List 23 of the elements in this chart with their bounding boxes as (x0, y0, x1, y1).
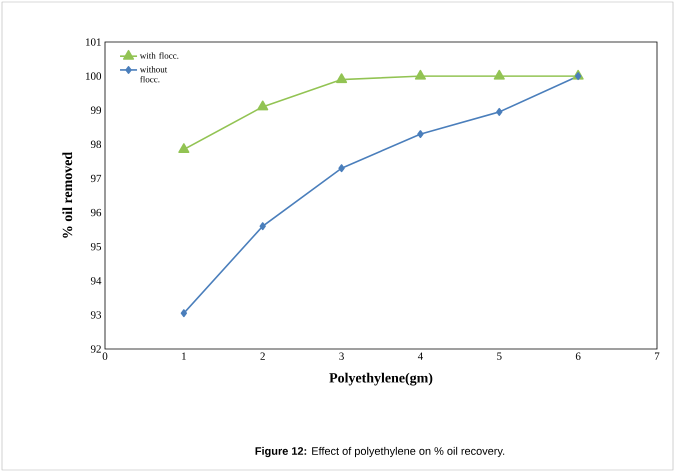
y-tick-label: 98 (90, 140, 102, 148)
x-tick-label: 4 (418, 352, 423, 360)
x-tick-label: 1 (182, 352, 186, 360)
y-tick-label: 93 (90, 311, 102, 319)
y-tick-label: 101 (86, 38, 101, 46)
x-tick-label: 2 (260, 352, 265, 360)
legend-label: with flocc. (140, 52, 178, 59)
x-tick-label: 5 (497, 352, 502, 360)
x-tick-label: 3 (339, 352, 344, 360)
y-tick-label: 92 (90, 345, 101, 353)
y-tick-label: 99 (90, 106, 102, 114)
y-tick-label: 95 (90, 242, 102, 250)
x-tick-label: 7 (654, 352, 660, 360)
x-axis-title: Polyethylene(gm) (329, 372, 432, 386)
y-tick-label: 96 (90, 208, 102, 216)
x-tick-label: 6 (576, 352, 581, 360)
y-axis-title: % oil removed (62, 152, 72, 238)
text: Figure 12: Effect of polyethylene on % oil recovery. (256, 446, 504, 458)
legend-label: without flocc. (140, 66, 168, 82)
y-tick-label: 97 (90, 174, 102, 182)
y-tick-label: 94 (90, 277, 102, 284)
x-tick-label: 0 (102, 352, 108, 360)
y-tick-label: 100 (86, 72, 102, 80)
